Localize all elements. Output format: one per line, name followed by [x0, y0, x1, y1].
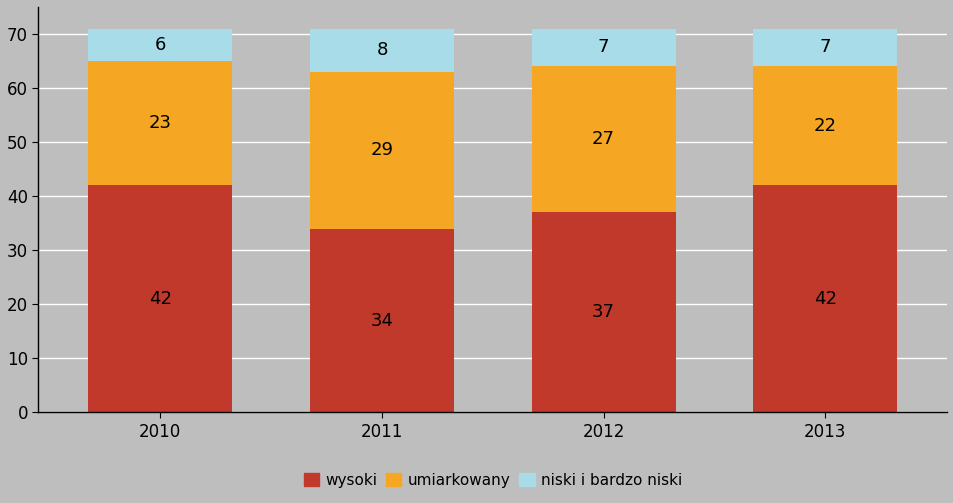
Text: 42: 42	[813, 290, 836, 308]
Bar	[531, 29, 675, 66]
Text: 29: 29	[370, 141, 393, 159]
Text: 8: 8	[375, 41, 387, 59]
Bar	[752, 66, 896, 186]
Text: 27: 27	[592, 130, 615, 148]
Text: 7: 7	[819, 39, 830, 56]
Bar	[89, 29, 233, 61]
Bar	[531, 212, 675, 412]
Bar	[310, 72, 454, 229]
Bar	[752, 186, 896, 412]
Bar	[89, 186, 233, 412]
Legend: wysoki, umiarkowany, niski i bardzo niski: wysoki, umiarkowany, niski i bardzo nisk…	[297, 467, 687, 494]
Text: 6: 6	[154, 36, 166, 54]
Text: 42: 42	[149, 290, 172, 308]
Bar	[310, 29, 454, 72]
Text: 37: 37	[592, 303, 615, 321]
Text: 22: 22	[813, 117, 836, 135]
Text: 23: 23	[149, 114, 172, 132]
Bar	[310, 229, 454, 412]
Bar	[89, 61, 233, 186]
Text: 7: 7	[598, 39, 609, 56]
Bar	[752, 29, 896, 66]
Bar	[531, 66, 675, 212]
Text: 34: 34	[370, 311, 393, 329]
